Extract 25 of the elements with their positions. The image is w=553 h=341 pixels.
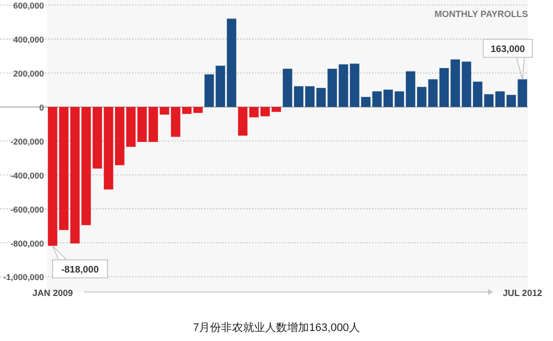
bar	[282, 68, 292, 107]
y-tick-label: 400,000	[13, 34, 44, 45]
y-tick-label: -200,000	[10, 136, 44, 146]
bar	[462, 62, 472, 107]
annotation: -818,000	[61, 264, 99, 276]
bar	[495, 91, 505, 107]
bar	[104, 106, 114, 190]
y-tick-label: 600,000	[13, 0, 44, 11]
y-tick-label: -400,000	[10, 170, 44, 180]
annotation: MONTHLY PAYROLLS	[434, 9, 528, 19]
bar	[226, 18, 236, 107]
bar	[372, 91, 382, 107]
x-tick-label: JUL 2012	[502, 288, 542, 298]
y-tick-label: -1,000,000	[3, 272, 44, 282]
bar	[70, 106, 80, 244]
y-tick-label: -600,000	[10, 204, 44, 214]
y-tick-label: 0	[39, 102, 44, 112]
bar	[406, 71, 416, 107]
bar	[160, 106, 170, 115]
x-tick-label: JAN 2009	[32, 288, 73, 298]
annotation: 163,000	[490, 44, 525, 55]
text: 7月份非农就业人数增加163,000人	[193, 321, 360, 334]
bar	[193, 106, 203, 113]
y-tick-label: -800,000	[10, 238, 44, 248]
y-tick-label: 200,000	[13, 68, 44, 78]
